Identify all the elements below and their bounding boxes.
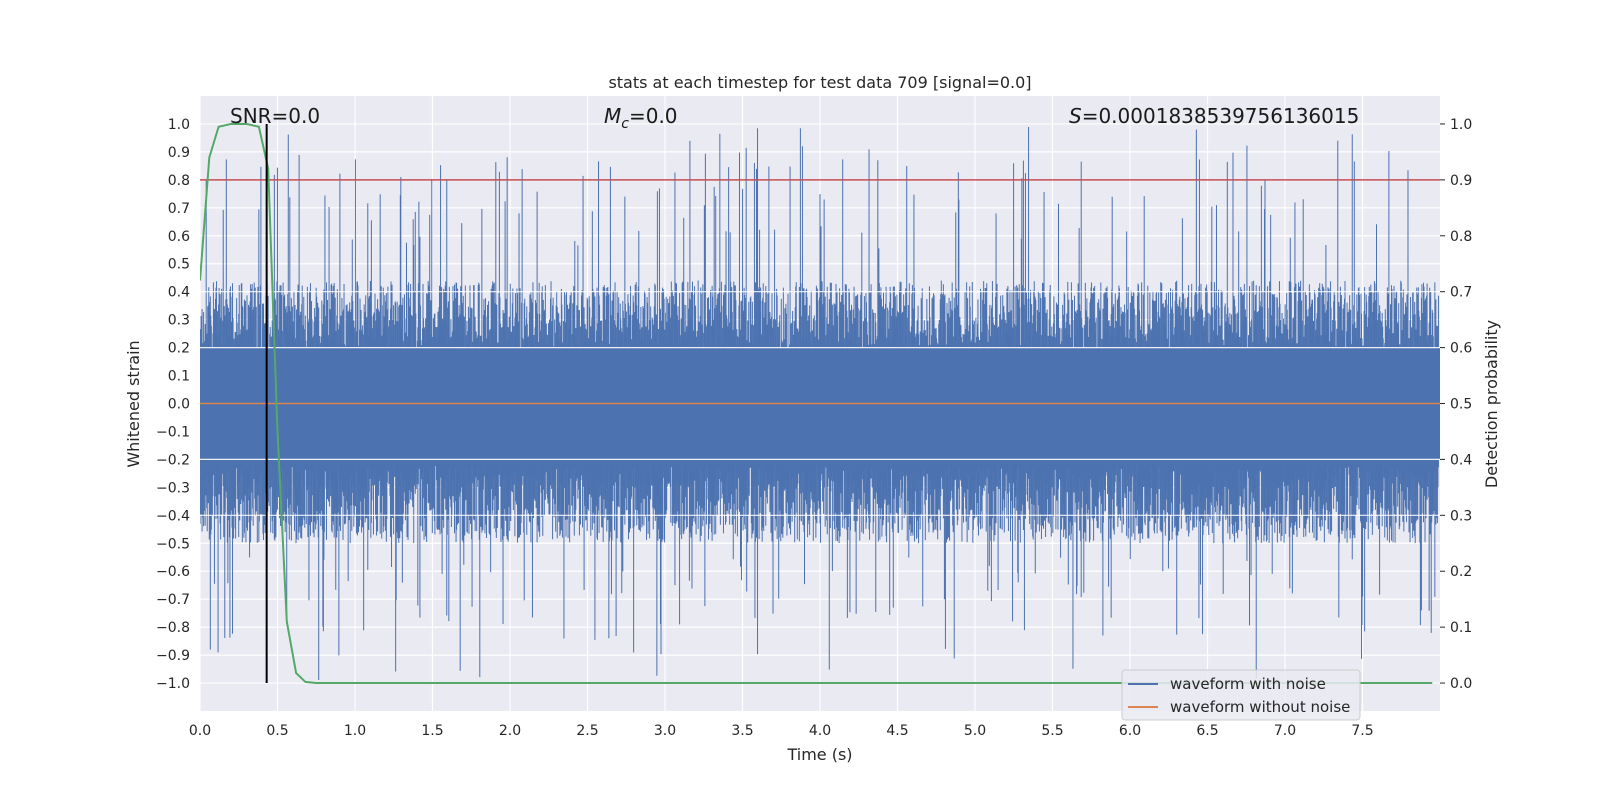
legend-box: [1121, 669, 1361, 721]
x-tick-label: 6.5: [1196, 723, 1218, 739]
y2-axis-label: Detection probability: [1482, 320, 1501, 488]
y-tick-label: 0.6: [168, 229, 190, 245]
y2-tick-label: 0.1: [1450, 620, 1472, 636]
series-layer: [200, 122, 1440, 685]
mc-annotation: Mc=0.0: [604, 104, 678, 132]
series-detection-probability: [200, 122, 1433, 685]
y-tick-label: 1.0: [168, 117, 190, 133]
mc-value: =0.0: [629, 104, 678, 128]
chart-title: stats at each timestep for test data 709…: [608, 73, 1031, 92]
y-tick-label: 0.2: [168, 341, 190, 357]
y-tick-label: 0.7: [168, 201, 190, 217]
y-tick-label: 0.5: [168, 257, 190, 273]
mc-subscript: c: [621, 116, 629, 132]
x-tick-label: 0.5: [266, 723, 288, 739]
x-tick-label: 7.5: [1351, 723, 1373, 739]
y-tick-label: −1.0: [156, 676, 190, 692]
y-tick-label: 0.0: [168, 397, 190, 413]
x-tick-label: 3.5: [731, 723, 753, 739]
s-value: =0.0001838539756136015: [1082, 104, 1360, 128]
y-axis-label: Whitened strain: [124, 340, 143, 467]
y2-tick-label: 1.0: [1450, 117, 1472, 133]
mc-symbol: M: [604, 104, 621, 128]
y2-tick-label: 0.0: [1450, 676, 1472, 692]
x-tick-label: 3.0: [654, 723, 676, 739]
y-tick-label: −0.8: [156, 620, 190, 636]
s-symbol: S: [1069, 104, 1082, 128]
x-tick-label: 1.5: [421, 723, 443, 739]
x-axis-label: Time (s): [786, 745, 852, 764]
x-tick-label: 4.0: [809, 723, 831, 739]
y-tick-label: −0.6: [156, 564, 190, 580]
y-tick-label: 0.8: [168, 173, 190, 189]
legend-label-waveform-without-noise: waveform without noise: [1170, 698, 1350, 716]
x-tick-label: 2.5: [576, 723, 598, 739]
y2-tick-label: 0.6: [1450, 341, 1472, 357]
y-tick-label: −0.5: [156, 536, 190, 552]
y2-tick-label: 0.7: [1450, 285, 1472, 301]
y-tick-label: 0.1: [168, 369, 190, 385]
y-tick-label: −0.4: [156, 508, 190, 524]
y2-tick-label: 0.8: [1450, 229, 1472, 245]
y-tick-label: −0.3: [156, 480, 190, 496]
y-tick-label: 0.9: [168, 145, 190, 161]
y-tick-label: −0.1: [156, 424, 190, 440]
snr-annotation: SNR=0.0: [230, 104, 320, 128]
x-tick-label: 0.0: [189, 723, 211, 739]
x-tick-label: 5.5: [1041, 723, 1063, 739]
x-tick-label: 7.0: [1274, 723, 1296, 739]
ticks: 0.0 0.5 1.0 1.5 2.0 2.5 3.0 3.5 4.0 4.5 5.0 5.5 6.0 6…: [156, 117, 1472, 739]
x-tick-label: 4.5: [886, 723, 908, 739]
legend: waveform with noise waveform without noi…: [1121, 669, 1361, 721]
s-annotation: S=0.0001838539756136015: [1069, 104, 1359, 128]
y-tick-label: −0.9: [156, 648, 190, 664]
legend-label-waveform-with-noise: waveform with noise: [1170, 675, 1326, 693]
y-tick-label: 0.3: [168, 313, 190, 329]
y2-tick-label: 0.3: [1450, 508, 1472, 524]
x-tick-label: 6.0: [1119, 723, 1141, 739]
x-tick-label: 5.0: [964, 723, 986, 739]
x-tick-label: 2.0: [499, 723, 521, 739]
x-tick-label: 1.0: [344, 723, 366, 739]
y2-tick-label: 0.2: [1450, 564, 1472, 580]
y-tick-label: −0.7: [156, 592, 190, 608]
y-tick-label: −0.2: [156, 452, 190, 468]
y-tick-label: 0.4: [168, 285, 190, 301]
y2-tick-label: 0.4: [1450, 452, 1472, 468]
y2-tick-label: 0.9: [1450, 173, 1472, 189]
y2-tick-label: 0.5: [1450, 397, 1472, 413]
